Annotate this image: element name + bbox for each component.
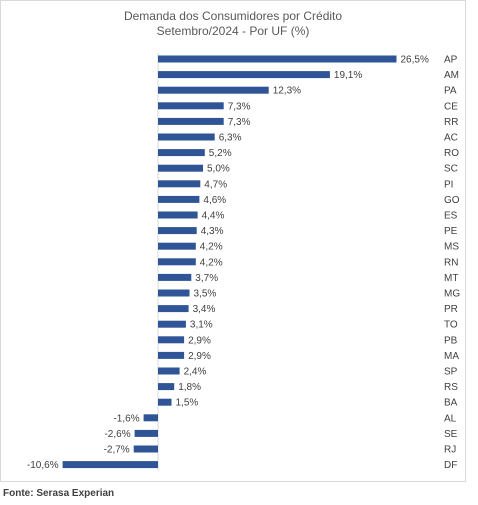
data-label-rr: 7,3% bbox=[228, 117, 251, 128]
category-label-es: ES bbox=[444, 211, 458, 222]
data-label-am: 19,1% bbox=[334, 70, 362, 81]
chart-title: Demanda dos Consumidores por Crédito bbox=[123, 9, 343, 23]
category-label-al: AL bbox=[444, 413, 457, 424]
bar-sp bbox=[158, 367, 180, 375]
category-label-pe: PE bbox=[444, 226, 458, 237]
bar-pa bbox=[158, 86, 269, 94]
category-label-pi: PI bbox=[444, 179, 453, 190]
bar-ma bbox=[158, 351, 185, 359]
data-label-ap: 26,5% bbox=[401, 55, 429, 66]
data-label-ce: 7,3% bbox=[228, 101, 251, 112]
bar-go bbox=[158, 195, 200, 203]
data-label-es: 4,4% bbox=[202, 211, 225, 222]
data-label-se: -2,6% bbox=[104, 429, 130, 440]
data-label-ms: 4,2% bbox=[200, 242, 223, 253]
category-label-rs: RS bbox=[444, 382, 458, 393]
category-label-rj: RJ bbox=[444, 445, 456, 456]
bar-ac bbox=[158, 133, 215, 141]
category-label-ms: MS bbox=[444, 242, 459, 253]
bar-es bbox=[158, 211, 198, 219]
category-label-pb: PB bbox=[444, 335, 458, 346]
category-label-ac: AC bbox=[444, 133, 458, 144]
bar-se bbox=[134, 429, 158, 437]
bar-rs bbox=[158, 383, 175, 391]
category-label-ba: BA bbox=[444, 398, 458, 409]
category-label-ce: CE bbox=[444, 101, 458, 112]
bar-sc bbox=[158, 164, 203, 172]
bar-rr bbox=[158, 117, 224, 125]
category-label-to: TO bbox=[444, 320, 458, 331]
data-label-pb: 2,9% bbox=[188, 335, 211, 346]
category-label-go: GO bbox=[444, 195, 460, 206]
category-label-mt: MT bbox=[444, 273, 458, 284]
data-label-ro: 5,2% bbox=[209, 148, 232, 159]
data-label-rs: 1,8% bbox=[178, 382, 201, 393]
category-label-ma: MA bbox=[444, 351, 459, 362]
bar-pi bbox=[158, 180, 201, 188]
category-label-am: AM bbox=[444, 70, 459, 81]
data-label-go: 4,6% bbox=[203, 195, 226, 206]
bar-ro bbox=[158, 149, 205, 157]
bar-pe bbox=[158, 227, 197, 235]
category-label-rr: RR bbox=[444, 117, 458, 128]
chart-frame bbox=[0, 0, 466, 482]
category-label-ap: AP bbox=[444, 55, 458, 66]
data-label-to: 3,1% bbox=[190, 320, 213, 331]
data-label-mt: 3,7% bbox=[195, 273, 218, 284]
category-label-df: DF bbox=[444, 460, 457, 471]
category-label-sp: SP bbox=[444, 367, 458, 378]
bar-rn bbox=[158, 258, 196, 266]
category-label-se: SE bbox=[444, 429, 458, 440]
data-label-pa: 12,3% bbox=[273, 86, 301, 97]
data-label-sc: 5,0% bbox=[207, 164, 230, 175]
category-label-mg: MG bbox=[444, 289, 460, 300]
data-label-df: -10,6% bbox=[27, 460, 59, 471]
bar-al bbox=[143, 414, 158, 422]
data-label-ba: 1,5% bbox=[176, 398, 199, 409]
bar-df bbox=[62, 461, 158, 469]
category-label-pa: PA bbox=[444, 86, 457, 97]
data-label-sp: 2,4% bbox=[184, 367, 207, 378]
bar-pr bbox=[158, 305, 189, 313]
data-label-pe: 4,3% bbox=[201, 226, 224, 237]
category-label-rn: RN bbox=[444, 257, 458, 268]
data-label-pr: 3,4% bbox=[193, 304, 216, 315]
data-label-pi: 4,7% bbox=[204, 179, 227, 190]
data-label-ac: 6,3% bbox=[219, 133, 242, 144]
data-label-rn: 4,2% bbox=[200, 257, 223, 268]
bar-ba bbox=[158, 398, 172, 406]
category-label-ro: RO bbox=[444, 148, 459, 159]
category-label-sc: SC bbox=[444, 164, 458, 175]
bar-pb bbox=[158, 336, 185, 344]
bar-rj bbox=[133, 445, 158, 453]
category-label-pr: PR bbox=[444, 304, 458, 315]
bar-to bbox=[158, 320, 186, 328]
bar-ms bbox=[158, 242, 196, 250]
chart-title-block: Demanda dos Consumidores por Crédito Set… bbox=[0, 9, 466, 39]
bar-ce bbox=[158, 102, 224, 110]
data-label-rj: -2,7% bbox=[104, 445, 130, 456]
bar-mt bbox=[158, 273, 192, 281]
chart-subtitle: Setembro/2024 - Por UF (%) bbox=[156, 24, 310, 38]
bar-ap bbox=[158, 55, 397, 63]
bar-chart: 26,5% AP 19,1% AM 12,3% PA 7,3% CE 7,3% RR 6,3% AC 5… bbox=[27, 53, 460, 471]
data-label-ma: 2,9% bbox=[188, 351, 211, 362]
bar-am bbox=[158, 71, 330, 79]
data-label-mg: 3,5% bbox=[194, 289, 217, 300]
source-note: Fonte: Serasa Experian bbox=[3, 488, 115, 499]
data-label-al: -1,6% bbox=[113, 413, 139, 424]
bar-mg bbox=[158, 289, 190, 297]
